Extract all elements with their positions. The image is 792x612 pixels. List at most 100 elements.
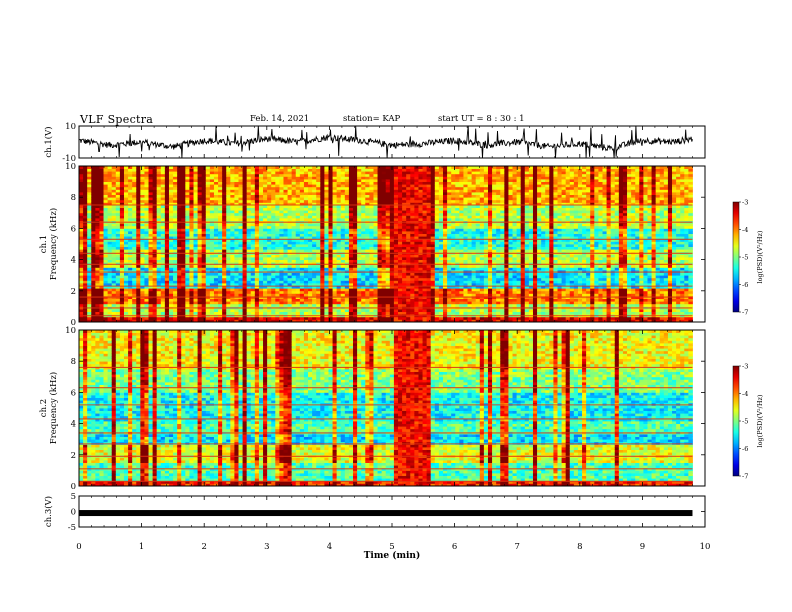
spectro-cell	[168, 275, 174, 279]
spectro-cell	[365, 223, 370, 227]
spectro-cell	[144, 246, 149, 250]
spectro-cell	[328, 212, 333, 216]
spectro-cell	[246, 257, 252, 260]
spectro-cell	[164, 270, 170, 273]
spectro-cell	[144, 166, 149, 169]
spectro-cell	[398, 210, 403, 214]
spectro-cell	[373, 223, 378, 227]
spectro-cell	[164, 288, 170, 292]
spectro-cell	[324, 228, 329, 232]
spectro-cell	[332, 181, 338, 185]
spectro-cell	[128, 288, 133, 292]
spectro-cell	[361, 280, 366, 284]
spectro-cell	[111, 244, 117, 247]
spectro-cell	[340, 233, 346, 237]
spectro-cell	[83, 186, 88, 190]
spectro-cell	[250, 228, 256, 232]
spectro-cell	[357, 309, 362, 312]
spectro-cell	[389, 202, 395, 206]
spectro-cell	[295, 197, 301, 201]
spectro-cell	[209, 189, 215, 193]
spectro-cell	[205, 210, 211, 214]
spectro-cell	[308, 166, 313, 169]
spectro-cell	[79, 275, 84, 279]
spectro-cell	[234, 259, 239, 263]
spectro-cell	[164, 173, 170, 177]
spectro-cell	[369, 236, 374, 240]
spectro-cell	[389, 262, 395, 266]
spectro-cell	[308, 272, 313, 276]
spectro-cell	[353, 272, 358, 276]
spectro-cell	[320, 236, 325, 240]
spectro-cell	[185, 192, 190, 195]
spectro-cell	[361, 267, 366, 271]
spectro-cell	[340, 270, 346, 273]
spectro-cell	[320, 228, 325, 232]
spectro-cell	[332, 207, 338, 211]
spectro-cell	[402, 246, 407, 250]
spectro-cell	[140, 244, 145, 247]
spectro-cell	[173, 205, 178, 208]
spectro-cell	[242, 238, 248, 242]
spectro-cell	[312, 264, 317, 268]
spectro-cell	[132, 189, 137, 193]
spectro-cell	[246, 275, 252, 279]
spectro-cell	[324, 215, 329, 219]
spectro-cell	[79, 202, 84, 206]
spectro-cell	[291, 215, 297, 219]
spectro-cell	[295, 231, 301, 234]
spectro-cell	[389, 311, 395, 315]
spectro-cell	[107, 173, 113, 177]
spectro-cell	[377, 280, 383, 284]
spectro-cell	[332, 215, 338, 219]
spectro-cell	[189, 293, 194, 297]
spectro-cell	[156, 280, 162, 284]
spectro-cell	[357, 233, 362, 237]
spectro-cell	[283, 272, 288, 276]
spectro-cell	[144, 189, 149, 193]
spectro-cell	[303, 246, 309, 250]
spectro-cell	[234, 168, 239, 172]
spectro-cell	[164, 189, 170, 193]
spectro-cell	[222, 212, 227, 216]
spectro-cell	[119, 283, 125, 286]
spectro-cell	[164, 238, 170, 242]
spectro-cell	[115, 241, 121, 245]
spectro-cell	[263, 236, 268, 240]
spectro-cell	[336, 166, 342, 169]
spectro-cell	[369, 231, 374, 234]
spectro-cell	[173, 288, 178, 292]
spectro-cell	[115, 319, 121, 323]
spectro-cell	[115, 236, 121, 240]
spectro-cell	[369, 171, 374, 175]
spectro-cell	[242, 205, 248, 208]
spectro-cell	[132, 301, 137, 305]
spectro-cell	[136, 228, 141, 232]
spectro-cell	[213, 270, 219, 273]
spectro-cell	[328, 231, 333, 234]
spectro-cell	[402, 189, 407, 193]
spectro-cell	[213, 280, 219, 284]
spectro-cell	[279, 210, 284, 214]
spectro-cell	[230, 202, 235, 206]
spectro-cell	[328, 244, 333, 247]
spectro-cell	[312, 257, 317, 260]
spectro-cell	[381, 264, 387, 268]
spectro-cell	[164, 303, 170, 307]
spectro-cell	[222, 233, 227, 237]
spectro-cell	[160, 233, 166, 237]
spectro-cell	[295, 218, 301, 221]
spectro-cell	[246, 298, 252, 302]
spectro-cell	[271, 290, 276, 294]
spectro-cell	[95, 249, 100, 253]
spectro-cell	[218, 223, 223, 227]
spectro-cell	[299, 186, 305, 190]
spectro-cell	[312, 259, 317, 263]
spectro-cell	[242, 270, 248, 273]
spectro-cell	[107, 207, 113, 211]
spectro-cell	[144, 272, 149, 276]
spectro-cell	[320, 272, 325, 276]
spectro-cell	[250, 173, 256, 177]
spectro-cell	[213, 319, 219, 323]
spectro-cell	[365, 319, 370, 323]
